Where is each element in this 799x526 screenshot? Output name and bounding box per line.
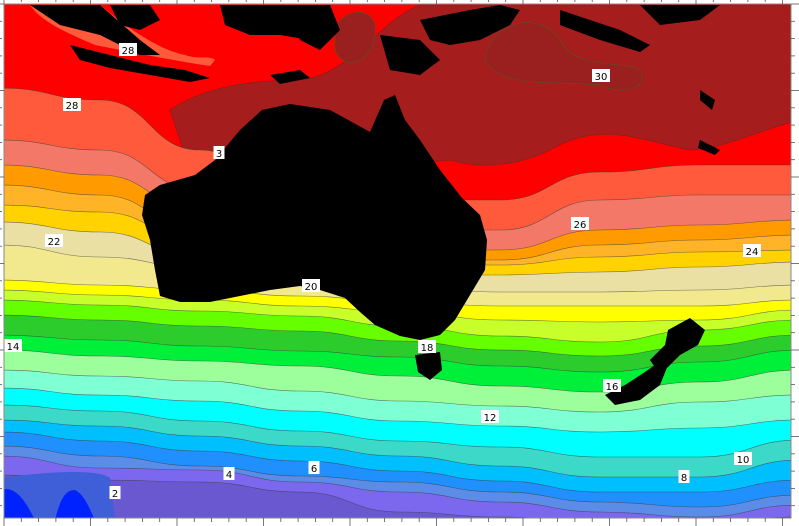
- contour-label-box: [302, 279, 320, 292]
- contour-label-box: [223, 467, 235, 480]
- png-east-land: [640, 5, 720, 25]
- contour-label: 12: [484, 413, 497, 424]
- contour-label-box: [592, 69, 610, 82]
- contour-label-box: [678, 470, 690, 483]
- australia-land: [142, 95, 487, 340]
- contour-label: 22: [48, 237, 61, 248]
- sumatra-land: [30, 5, 160, 55]
- contour-label: 6: [311, 464, 317, 475]
- contour-label-box: [119, 43, 137, 56]
- contour-line: [4, 455, 791, 518]
- contour-label-box: [213, 146, 225, 159]
- contour-line: [4, 431, 791, 493]
- contour-line: [4, 419, 791, 478]
- borneo-land: [110, 5, 160, 30]
- band-22: [4, 475, 791, 518]
- contour-label: 20: [305, 282, 318, 293]
- contour-label: 10: [737, 455, 750, 466]
- new-zealand-north-land: [650, 318, 705, 375]
- contour-label: 14: [7, 342, 20, 353]
- contour-label-box: [481, 410, 499, 423]
- new-zealand-south-land: [605, 360, 670, 405]
- tasmania-land: [415, 352, 442, 380]
- contour-label: 18: [421, 343, 434, 354]
- contour-label: 28: [66, 101, 79, 112]
- contour-line: [4, 404, 791, 458]
- contour-line: [4, 445, 791, 508]
- java-land: [70, 45, 210, 82]
- contour-label: 8: [681, 473, 687, 484]
- contour-line: [4, 474, 791, 518]
- contour-label: 24: [746, 247, 759, 258]
- band-0-b: [55, 490, 95, 518]
- contour-label: 26: [574, 220, 587, 231]
- contour-label-box: [418, 340, 436, 353]
- contour-label-box: [308, 461, 320, 474]
- contour-label-box: [743, 244, 761, 257]
- contour-line: [4, 369, 791, 413]
- contour-label: 28: [122, 46, 135, 57]
- islands-east-land: [280, 5, 340, 50]
- contour-line: [4, 387, 791, 433]
- contour-label: 16: [606, 382, 619, 393]
- band-30-core: [334, 11, 376, 63]
- solomons-land: [560, 10, 650, 52]
- band-0-a: [4, 489, 34, 518]
- contour-label-box: [45, 234, 63, 247]
- contour-line: [4, 349, 791, 393]
- contour-label-box: [571, 217, 589, 230]
- new-caledonia-land: [698, 140, 720, 155]
- contour-label: 3: [216, 149, 222, 160]
- contour-label: 2: [112, 489, 118, 500]
- land-masses: [30, 5, 720, 405]
- timor-land: [270, 70, 310, 84]
- contour-label: 4: [226, 470, 232, 481]
- contour-labels: 28 28 30 26 24 22 20 18 16 14 12 10 8 6 4 2 3: [4, 43, 761, 500]
- contour-label: 30: [595, 72, 608, 83]
- contour-label-box: [603, 379, 621, 392]
- vanuatu-land: [700, 90, 715, 110]
- contour-label-box: [734, 452, 752, 465]
- contour-label-box: [4, 339, 22, 352]
- moluccas-land: [380, 35, 440, 75]
- map-frame: [3, 3, 792, 519]
- contour-label-box: [109, 486, 121, 499]
- new-guinea-land: [420, 5, 520, 45]
- contour-label-box: [63, 98, 81, 111]
